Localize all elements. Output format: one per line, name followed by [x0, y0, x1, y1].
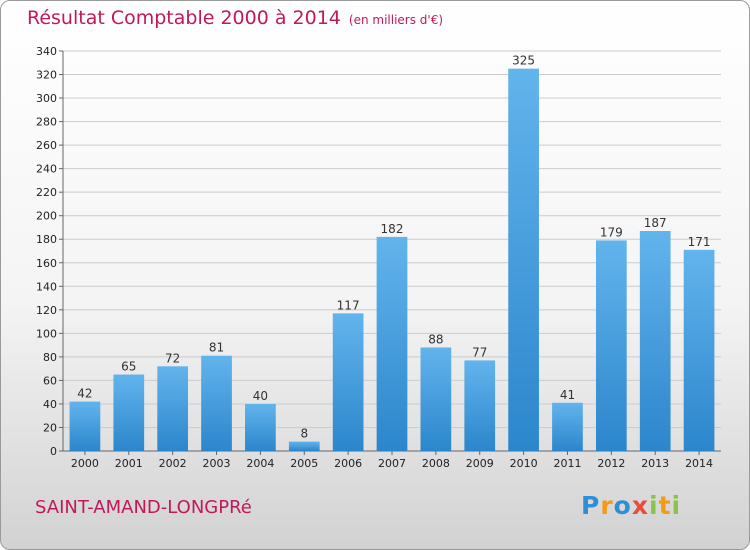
- x-tick-label: 2007: [378, 457, 406, 470]
- logo-letter: o: [613, 491, 632, 520]
- bar-2001: [113, 374, 145, 451]
- x-tick-label: 2008: [422, 457, 450, 470]
- bar-2013: [639, 231, 671, 451]
- commune-name: SAINT-AMAND-LONGPRé: [35, 497, 252, 518]
- y-tick-label: 120: [36, 304, 57, 317]
- y-tick-label: 320: [36, 69, 57, 82]
- data-label: 187: [644, 216, 667, 230]
- data-labels: 42 65 72 81 40 8 117 182 88 77 325 41 179 187 171: [77, 54, 710, 441]
- y-tick-label: 60: [43, 374, 57, 387]
- data-label: 77: [472, 345, 487, 359]
- bar-2010: [508, 68, 539, 451]
- data-label: 42: [77, 387, 92, 401]
- bar-2006: [332, 313, 364, 451]
- bar-2005: [288, 441, 320, 451]
- logo-letter: r: [600, 491, 614, 520]
- data-label: 88: [428, 332, 443, 346]
- data-label: 40: [253, 389, 268, 403]
- x-tick-label: 2006: [334, 457, 362, 470]
- x-tick-label: 2012: [597, 457, 625, 470]
- y-tick-label: 200: [36, 210, 57, 223]
- logo-letter: i: [671, 491, 682, 520]
- y-tick-label: 240: [36, 163, 57, 176]
- data-label: 325: [512, 54, 535, 68]
- data-label: 171: [688, 235, 711, 249]
- y-tick-label: 340: [36, 45, 57, 58]
- y-tick-label: 100: [36, 327, 57, 340]
- logo-letter: x: [631, 491, 649, 520]
- y-tick-label: 0: [50, 445, 57, 458]
- bar-2004: [245, 403, 276, 451]
- bar-2002: [157, 366, 189, 451]
- y-tick-label: 180: [36, 233, 57, 246]
- y-tick-label: 280: [36, 116, 57, 129]
- title-unit: (en milliers d'€): [348, 13, 444, 27]
- proxiti-logo[interactable]: Proxiti: [581, 491, 681, 520]
- y-tick-label: 20: [43, 421, 57, 434]
- bar-2008: [420, 347, 452, 451]
- y-tick-label: 80: [43, 351, 57, 364]
- axes: 0 20 40 60 80 100 120 140 160 180 200 220 240 260 280 3…: [36, 45, 721, 470]
- x-tick-label: 2005: [290, 457, 318, 470]
- data-label: 41: [560, 388, 575, 402]
- y-tick-label: 140: [36, 280, 57, 293]
- bar-2014: [683, 249, 715, 451]
- logo-letter: t: [658, 491, 672, 520]
- data-label: 8: [300, 427, 308, 441]
- data-label: 72: [165, 351, 180, 365]
- x-tick-label: 2000: [71, 457, 99, 470]
- bar-2012: [595, 240, 627, 451]
- bar-2007: [376, 236, 408, 451]
- x-tick-label: 2010: [510, 457, 538, 470]
- y-tick-label: 40: [43, 398, 57, 411]
- data-label: 179: [600, 225, 623, 239]
- x-tick-label: 2014: [685, 457, 713, 470]
- x-tick-label: 2003: [203, 457, 231, 470]
- y-tick-label: 160: [36, 257, 57, 270]
- bars: [69, 68, 715, 451]
- x-tick-label: 2001: [115, 457, 143, 470]
- data-label: 81: [209, 341, 224, 355]
- y-tick-label: 300: [36, 92, 57, 105]
- bar-2003: [201, 355, 232, 451]
- data-label: 182: [381, 222, 404, 236]
- logo-letter: P: [581, 491, 601, 520]
- logo-letter: i: [649, 491, 659, 520]
- x-tick-label: 2009: [466, 457, 494, 470]
- x-tick-label: 2011: [553, 457, 581, 470]
- x-tick-label: 2013: [641, 457, 669, 470]
- bar-2000: [69, 401, 101, 451]
- y-tick-label: 220: [36, 186, 57, 199]
- x-tick-label: 2004: [246, 457, 274, 470]
- x-tick-label: 2002: [159, 457, 187, 470]
- data-label: 65: [121, 360, 136, 374]
- data-label: 117: [337, 298, 360, 312]
- y-tick-label: 260: [36, 139, 57, 152]
- bar-2009: [464, 360, 496, 451]
- chart-title: Résultat Comptable 2000 à 2014 (en millie…: [27, 7, 443, 29]
- bar-2011: [552, 402, 583, 451]
- title-text: Résultat Comptable 2000 à 2014: [27, 7, 341, 29]
